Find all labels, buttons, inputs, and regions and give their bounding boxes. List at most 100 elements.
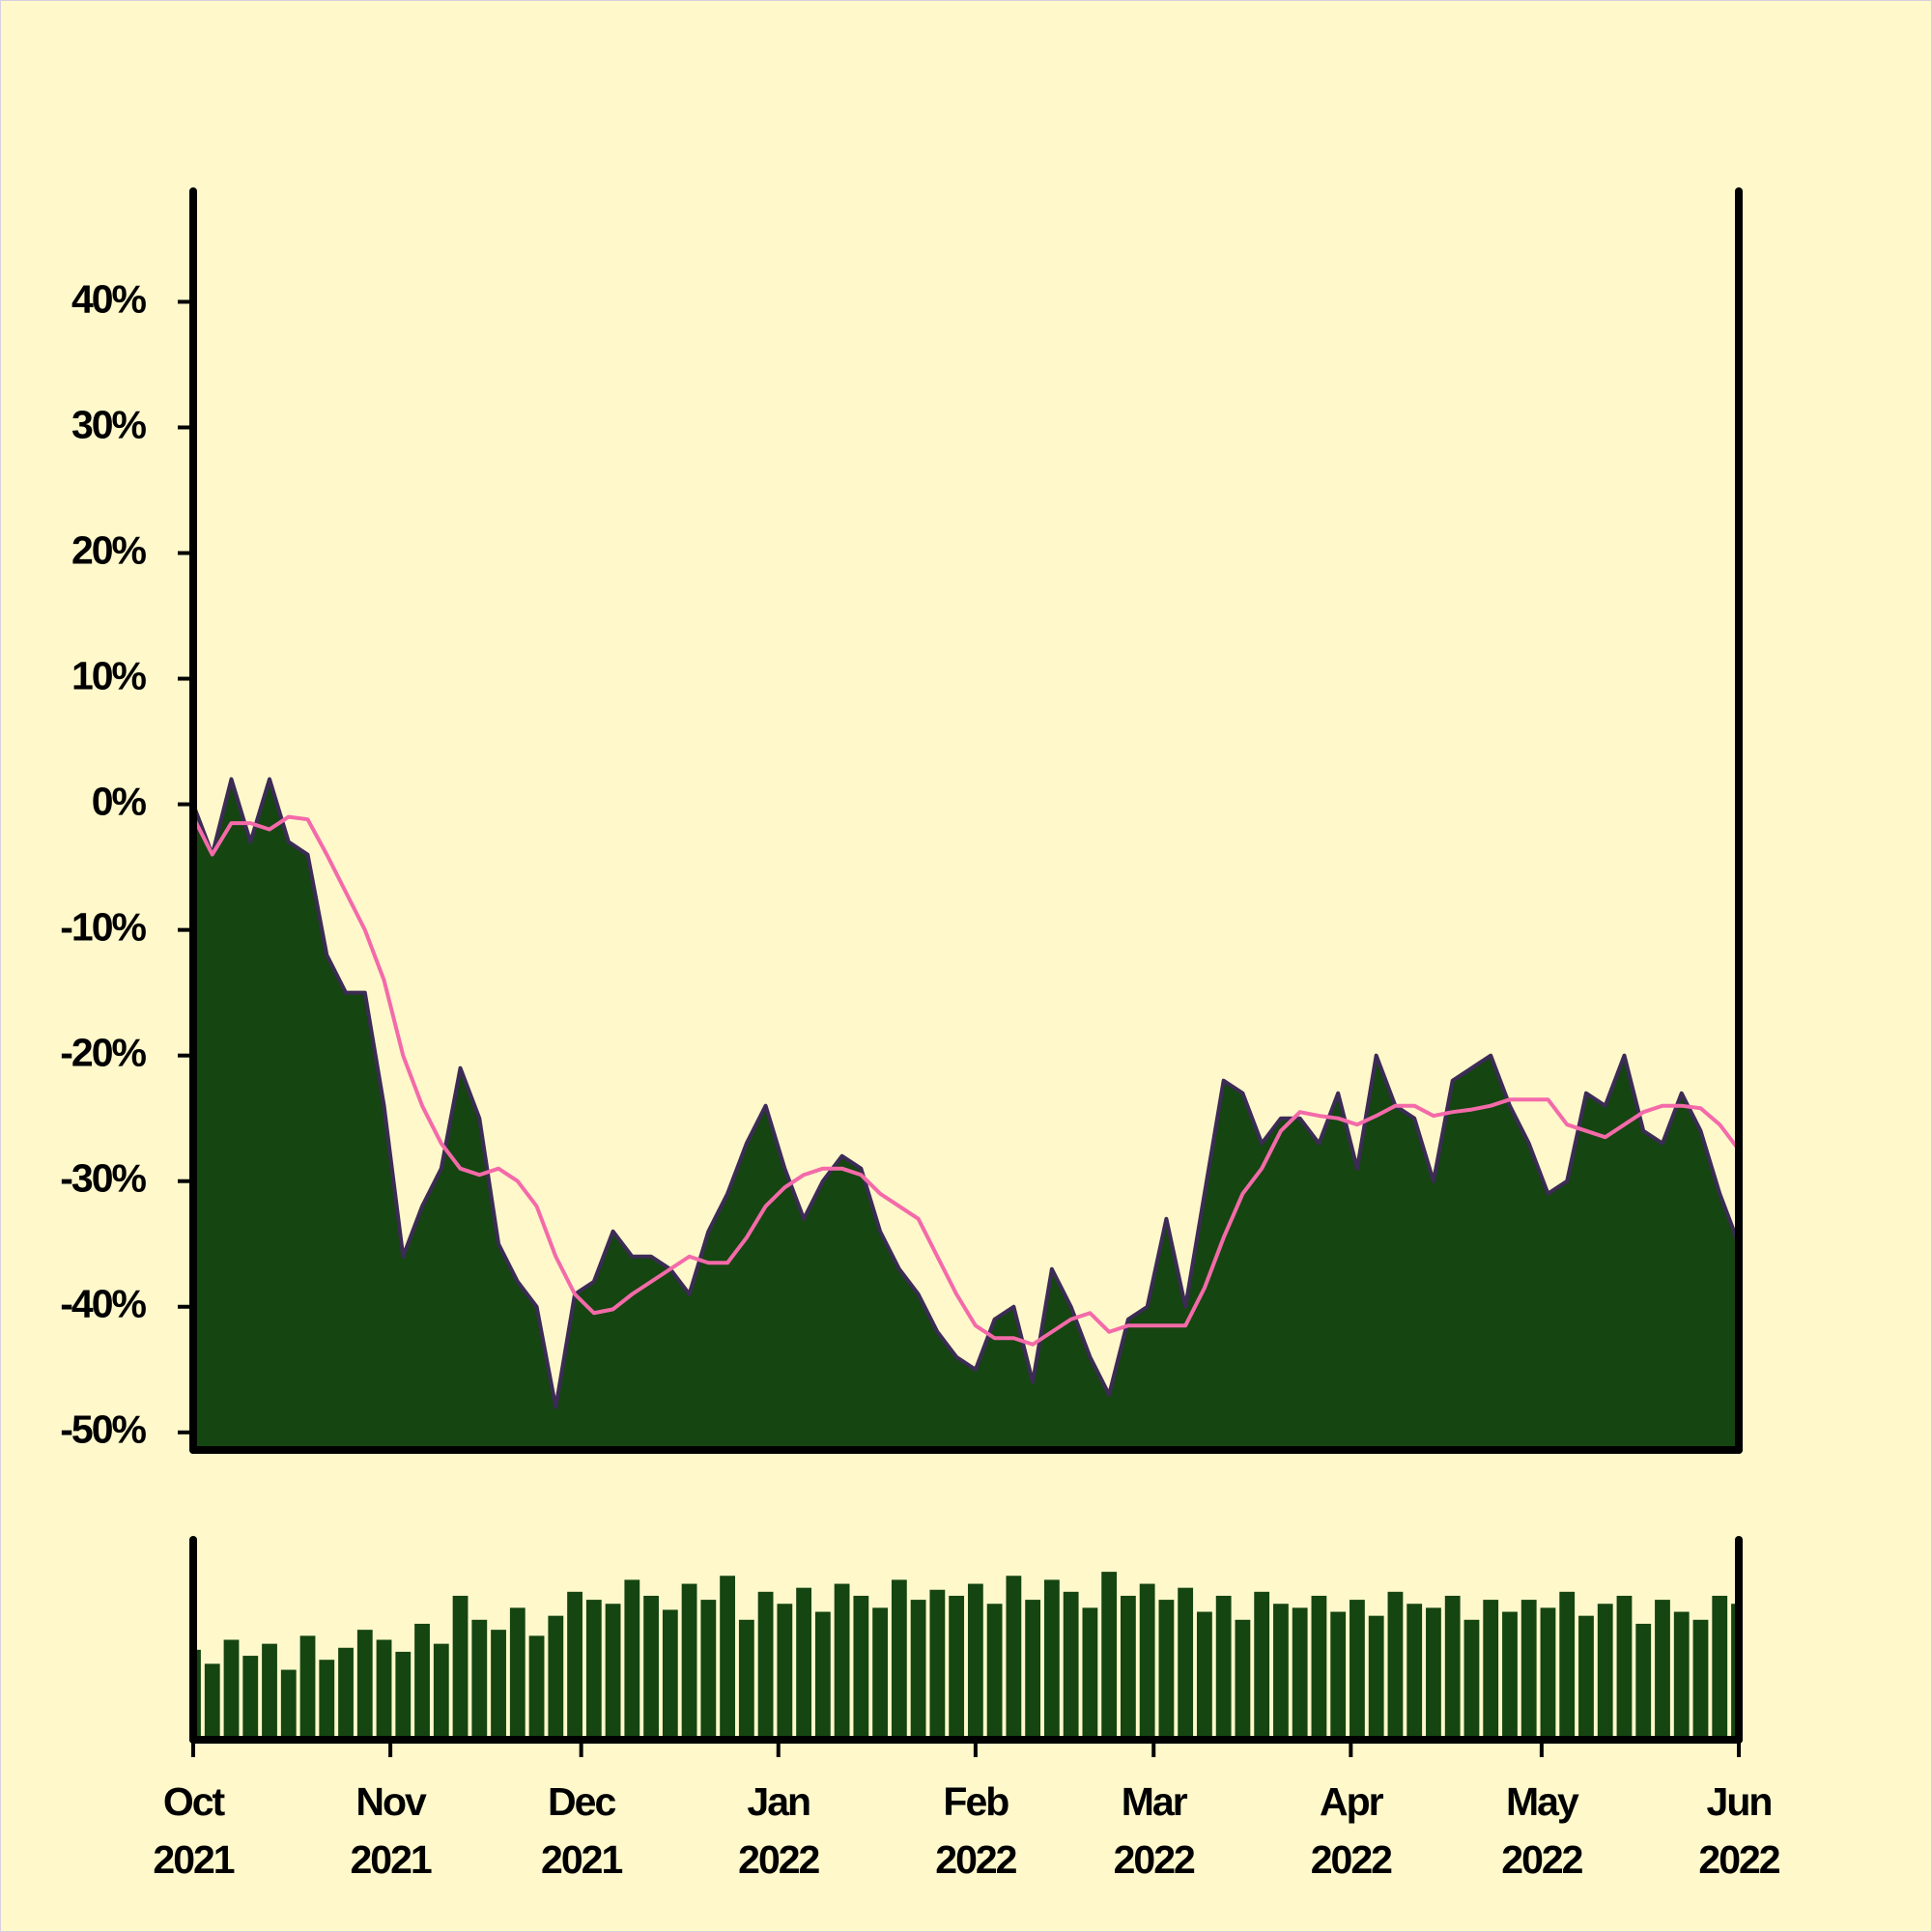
volume-bar <box>1483 1600 1499 1740</box>
volume-bar <box>1330 1611 1347 1740</box>
volume-bar <box>1597 1604 1613 1740</box>
volume-bar <box>1197 1611 1212 1740</box>
volume-bar <box>643 1595 659 1740</box>
volume-bar <box>414 1623 430 1740</box>
area <box>191 777 1741 1452</box>
volume-bar <box>986 1604 1003 1740</box>
volume-bar <box>1463 1619 1480 1740</box>
volume-bar <box>262 1643 277 1740</box>
volume-bar <box>1006 1576 1022 1740</box>
volume-bar <box>242 1656 259 1740</box>
volume-bar <box>1540 1607 1556 1740</box>
volume-bar <box>1101 1572 1118 1740</box>
volume-bar <box>1712 1595 1728 1740</box>
volume-bar <box>585 1600 602 1740</box>
volume-bar <box>356 1630 373 1740</box>
volume-bar <box>433 1643 449 1740</box>
volume-bar <box>1368 1615 1384 1740</box>
volume-bar <box>1235 1619 1251 1740</box>
volume-bar <box>1406 1604 1423 1740</box>
volume-bar <box>1063 1591 1079 1740</box>
y-tick-label: 0% <box>92 779 147 823</box>
volume-bar <box>1578 1615 1594 1740</box>
volume-bar <box>1273 1604 1289 1740</box>
volume-bar <box>338 1647 354 1740</box>
volume-bar <box>548 1615 564 1740</box>
volume-bar <box>1350 1600 1365 1740</box>
x-tick-label: Dec 2021 <box>541 1779 623 1882</box>
volume-bar <box>777 1604 793 1740</box>
volume-bar <box>471 1619 488 1740</box>
volume-bar <box>662 1609 678 1740</box>
y-tick-label: 10% <box>71 653 147 697</box>
volume-bar <box>949 1595 965 1740</box>
x-tick-label: Nov 2021 <box>350 1779 433 1882</box>
y-tick-label: -40% <box>60 1282 146 1326</box>
volume-bar <box>1692 1619 1709 1740</box>
volume-bar <box>1673 1611 1690 1740</box>
y-tick-label: 20% <box>71 527 147 572</box>
volume-bar <box>452 1595 469 1740</box>
volume-bar <box>1426 1607 1441 1740</box>
volume-bar <box>395 1651 412 1740</box>
volume-bar <box>929 1589 946 1740</box>
volume-bar <box>853 1595 869 1740</box>
x-tick-label: Apr 2022 <box>1310 1779 1393 1882</box>
volume-bar <box>910 1600 926 1740</box>
volume-bar <box>1444 1595 1461 1740</box>
y-tick-label: -20% <box>60 1031 146 1075</box>
volume-bar <box>1387 1591 1404 1740</box>
volume-bar <box>204 1663 220 1740</box>
volume-bar <box>834 1583 850 1740</box>
volume-bar <box>1025 1600 1041 1740</box>
volume-bar <box>814 1611 831 1740</box>
volume-bar <box>299 1635 316 1740</box>
y-tick-label: 30% <box>71 402 147 446</box>
volume-bar <box>319 1660 335 1740</box>
volume-bar <box>1520 1600 1537 1740</box>
volume-bar <box>1731 1604 1736 1740</box>
y-tick-label: 40% <box>71 276 147 321</box>
volume-bar <box>1292 1607 1308 1740</box>
x-tick-label: Oct 2021 <box>153 1779 235 1882</box>
x-tick-label: Jun 2022 <box>1698 1779 1780 1882</box>
volume-bar <box>1082 1607 1098 1740</box>
volume-bar <box>1559 1591 1576 1740</box>
volume-bar <box>567 1591 582 1740</box>
y-tick-label: -30% <box>60 1156 146 1201</box>
volume-bar <box>720 1576 735 1740</box>
x-tick-label: Jan 2022 <box>738 1779 820 1882</box>
volume-bar <box>681 1583 697 1740</box>
volume-bar <box>376 1639 392 1740</box>
volume-bar <box>1178 1587 1194 1740</box>
x-tick-label: Mar 2022 <box>1113 1779 1196 1882</box>
volume-bar <box>1121 1595 1136 1740</box>
volume-bar <box>891 1579 907 1740</box>
volume-bar <box>223 1639 240 1740</box>
volume-bar <box>605 1604 621 1740</box>
y-tick-label: -50% <box>60 1407 146 1452</box>
volume-bar <box>1254 1591 1270 1740</box>
volume-bar <box>624 1579 640 1740</box>
volume-bar <box>1139 1583 1155 1740</box>
volume-bar <box>1311 1595 1327 1740</box>
volume-bar <box>1215 1595 1232 1740</box>
volume-bar <box>196 1649 201 1740</box>
volume-bar <box>1616 1595 1633 1740</box>
volume-bar <box>872 1607 889 1740</box>
moving-average-line <box>191 814 1741 1347</box>
volume-bar <box>700 1600 717 1740</box>
y-tick-label: -10% <box>60 904 146 949</box>
volume-bar <box>1655 1600 1670 1740</box>
volume-bar <box>1158 1600 1175 1740</box>
volume-bar <box>1635 1623 1652 1740</box>
volume-bar <box>967 1583 983 1740</box>
x-tick-label: Feb 2022 <box>935 1779 1017 1882</box>
x-tick-label: May 2022 <box>1501 1779 1583 1882</box>
volume-bar <box>528 1635 545 1740</box>
volume-bar <box>1043 1579 1060 1740</box>
volume-bar <box>491 1630 506 1740</box>
volume-bar <box>796 1587 811 1740</box>
